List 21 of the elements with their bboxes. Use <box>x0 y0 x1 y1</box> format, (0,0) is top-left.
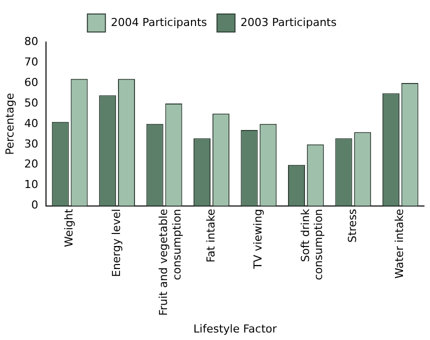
legend-label: 2003 Participants <box>240 16 337 29</box>
y-tick-label: 60 <box>24 76 38 89</box>
y-tick-label: 20 <box>24 158 38 171</box>
y-tick-label: 80 <box>24 34 38 48</box>
x-tick-label: Water intake <box>393 208 406 279</box>
x-axis-title: Lifestyle Factor <box>193 322 278 336</box>
x-tick-label: Energy level <box>110 208 123 278</box>
y-tick-label: 70 <box>24 55 38 68</box>
y-tick-label: 40 <box>24 116 38 130</box>
y-tick-label: 30 <box>24 137 38 150</box>
y-tick-label: 10 <box>24 178 38 192</box>
legend-label: 2004 Participants <box>110 16 208 29</box>
x-tick-label: Soft drink consumption <box>298 208 325 280</box>
y-tick-label: 0 <box>31 198 38 212</box>
x-tick-label: Fruit and vegetable consumption <box>157 208 184 316</box>
y-axis-title: Percentage <box>3 92 16 155</box>
x-tick-label: Weight <box>62 208 76 248</box>
y-tick-label: 50 <box>24 96 38 110</box>
x-tick-label: Fat intake <box>204 208 218 263</box>
x-tick-label: Stress <box>346 208 360 243</box>
x-tick-label: TV viewing <box>252 208 265 270</box>
